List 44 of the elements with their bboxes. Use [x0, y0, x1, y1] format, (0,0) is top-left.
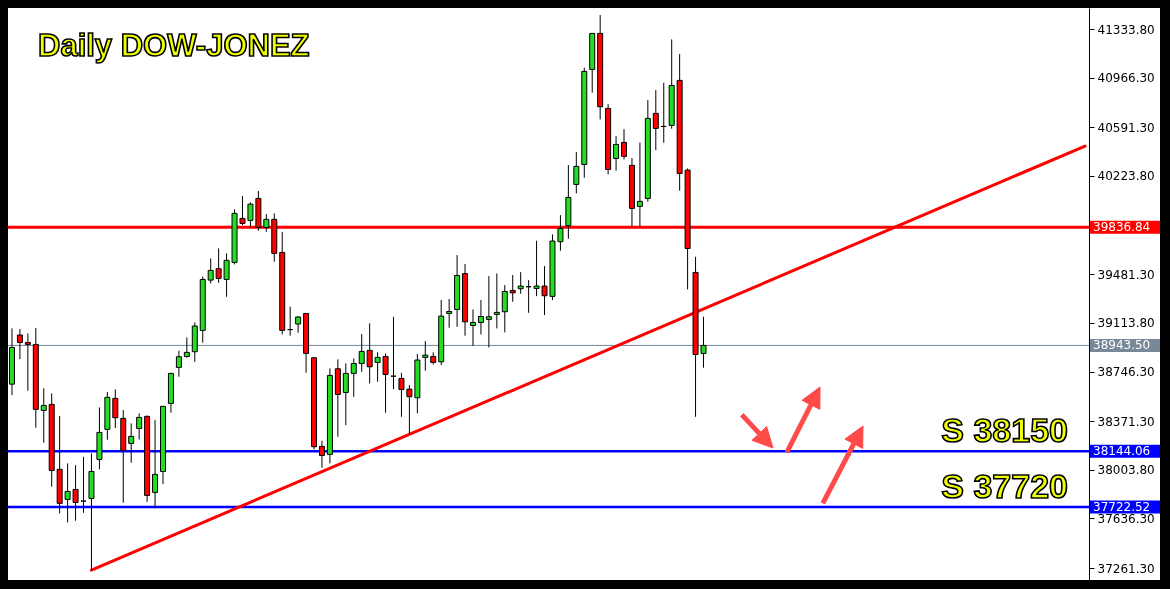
- candlestick: [80, 456, 87, 514]
- candlestick: [358, 333, 365, 373]
- candlestick: [295, 315, 302, 334]
- candlestick: [509, 274, 516, 303]
- candlestick: [24, 332, 31, 392]
- candlestick: [446, 298, 453, 329]
- candlestick: [16, 328, 23, 360]
- candlestick: [652, 89, 659, 151]
- candlestick: [573, 151, 580, 194]
- y-tick-label: 38003.80: [1097, 463, 1155, 478]
- candlestick: [136, 412, 143, 440]
- y-tick-label: 38371.30: [1097, 414, 1155, 429]
- candlestick: [128, 422, 135, 464]
- ref-line-label: 39836.84: [1093, 220, 1151, 235]
- candlestick: [318, 440, 325, 469]
- y-tick-label: 38746.30: [1097, 365, 1155, 380]
- y-tick-label: 37261.30: [1097, 561, 1155, 576]
- y-tick-label: 39481.30: [1097, 267, 1155, 282]
- annotation: S 38150: [941, 411, 1068, 450]
- ref-line-label: 38144.06: [1093, 444, 1151, 459]
- candlestick: [175, 350, 182, 378]
- candlestick: [636, 141, 643, 228]
- y-tick-label: 40223.80: [1097, 169, 1155, 184]
- candlestick: [350, 357, 357, 398]
- y-tick-label: 40966.30: [1097, 71, 1155, 86]
- text: Daily DOW-JONEZ: [38, 28, 310, 63]
- candlestick: [517, 271, 524, 295]
- candlestick: [493, 272, 500, 329]
- candlestick: [40, 387, 47, 444]
- ref-line-label: 38943.50: [1093, 338, 1151, 353]
- y-tick-label: 40591.30: [1097, 120, 1155, 135]
- candlestick: [477, 299, 484, 335]
- candlestick: [342, 362, 349, 426]
- candlestick: [152, 419, 159, 509]
- candlestick: [485, 275, 492, 348]
- y-tick-label: 41333.80: [1097, 22, 1155, 37]
- candlestick: [613, 135, 620, 172]
- y-tick-label: 39113.80: [1097, 316, 1155, 331]
- annotation: S 37720: [941, 467, 1068, 506]
- candlestick: [422, 340, 429, 372]
- candlestick: [501, 284, 508, 333]
- candlestick: [621, 128, 628, 160]
- candlestick: [469, 308, 476, 347]
- candlestick: [183, 336, 190, 359]
